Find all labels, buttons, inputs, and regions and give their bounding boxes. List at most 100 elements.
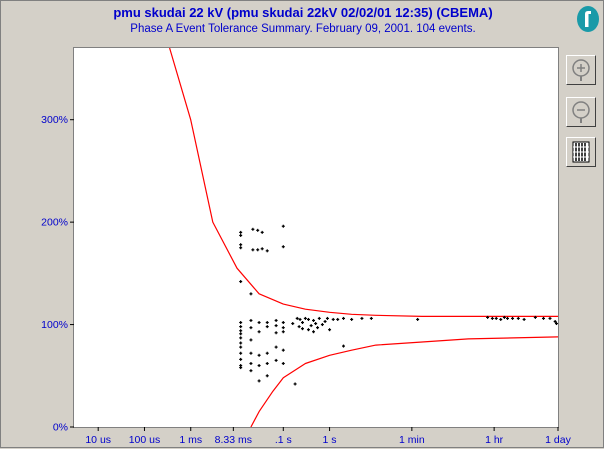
event-point <box>291 322 295 326</box>
event-point <box>494 316 498 320</box>
event-point <box>341 316 345 320</box>
event-point <box>505 316 509 320</box>
event-point <box>502 315 506 319</box>
x-tick-label: 10 us <box>85 434 111 446</box>
event-point <box>256 228 260 232</box>
event-point <box>239 243 243 247</box>
event-point <box>325 316 329 320</box>
event-point <box>522 317 526 321</box>
y-tick-label: 200% <box>41 217 68 229</box>
event-point <box>251 227 255 231</box>
event-point <box>350 317 354 321</box>
event-point <box>314 322 318 326</box>
event-point <box>239 230 243 234</box>
event-point <box>265 325 269 329</box>
event-point <box>312 330 316 334</box>
event-point <box>336 317 340 321</box>
event-point <box>249 292 253 296</box>
chart-title: pmu skudai 22 kV (pmu skudai 22kV 02/02/… <box>113 5 493 20</box>
event-point <box>281 330 285 334</box>
event-point <box>249 361 253 365</box>
event-point <box>239 246 243 250</box>
event-point <box>281 326 285 330</box>
event-point <box>265 351 269 355</box>
chart-subtitle: Phase A Event Tolerance Summary. Februar… <box>130 23 476 35</box>
event-point <box>331 317 335 321</box>
event-point <box>297 325 301 329</box>
x-tick-label: .1 s <box>275 434 292 446</box>
x-tick-label: 1 s <box>323 434 337 446</box>
zoom-out-icon <box>572 101 590 123</box>
event-point <box>306 317 310 321</box>
x-tick-label: 1 min <box>399 434 425 446</box>
event-point <box>274 324 278 328</box>
event-point <box>239 366 243 370</box>
event-point <box>249 318 253 322</box>
event-point <box>298 317 302 321</box>
event-point <box>249 351 253 355</box>
event-point <box>274 331 278 335</box>
event-point <box>316 326 320 330</box>
event-point <box>257 379 261 383</box>
event-point <box>257 330 261 334</box>
event-point <box>499 317 503 321</box>
event-point <box>249 369 253 373</box>
event-point <box>320 323 324 327</box>
event-point <box>312 318 316 322</box>
event-point <box>295 316 299 320</box>
event-point <box>486 315 490 319</box>
event-point <box>239 280 243 284</box>
event-point <box>323 319 327 323</box>
event-point <box>281 321 285 325</box>
event-point <box>300 321 304 325</box>
event-point <box>309 324 313 328</box>
event-point <box>369 316 373 320</box>
list-button[interactable] <box>566 137 596 167</box>
x-tick-label: 1 ms <box>179 434 202 446</box>
event-point <box>257 353 261 357</box>
event-point <box>281 224 285 228</box>
event-point <box>239 345 243 349</box>
event-point <box>239 332 243 336</box>
y-tick-label: 0% <box>53 422 68 434</box>
event-point <box>303 316 307 320</box>
plot-area[interactable] <box>73 47 559 428</box>
x-tick-label: 8.33 ms <box>215 434 252 446</box>
event-point <box>281 348 285 352</box>
lower-tolerance-curve <box>250 336 558 427</box>
plot-marks <box>169 48 558 427</box>
event-point <box>490 316 494 320</box>
event-point <box>293 382 297 386</box>
event-point <box>516 316 520 320</box>
event-point <box>239 341 243 345</box>
event-point <box>281 245 285 249</box>
event-point <box>239 321 243 325</box>
event-point <box>300 327 304 331</box>
event-point <box>306 328 310 332</box>
zoom-in-button[interactable] <box>566 55 596 85</box>
event-point <box>239 351 243 355</box>
x-tick-label: 1 hr <box>485 434 504 446</box>
event-point <box>239 336 243 340</box>
event-point <box>239 325 243 329</box>
event-point <box>260 247 264 251</box>
x-tick-label: 1 day <box>545 434 571 446</box>
event-point <box>341 344 345 348</box>
event-point <box>274 318 278 322</box>
event-point <box>239 233 243 237</box>
event-point <box>416 317 420 321</box>
list-icon <box>572 141 590 163</box>
event-point <box>317 316 321 320</box>
event-point <box>265 321 269 325</box>
event-point <box>239 329 243 333</box>
event-point <box>360 316 364 320</box>
zoom-in-icon <box>572 59 590 81</box>
event-point <box>328 328 332 332</box>
y-tick-label: 100% <box>41 319 68 331</box>
event-point <box>257 364 261 368</box>
zoom-out-button[interactable] <box>566 97 596 127</box>
event-point <box>257 321 261 325</box>
event-point <box>274 358 278 362</box>
event-point <box>281 361 285 365</box>
